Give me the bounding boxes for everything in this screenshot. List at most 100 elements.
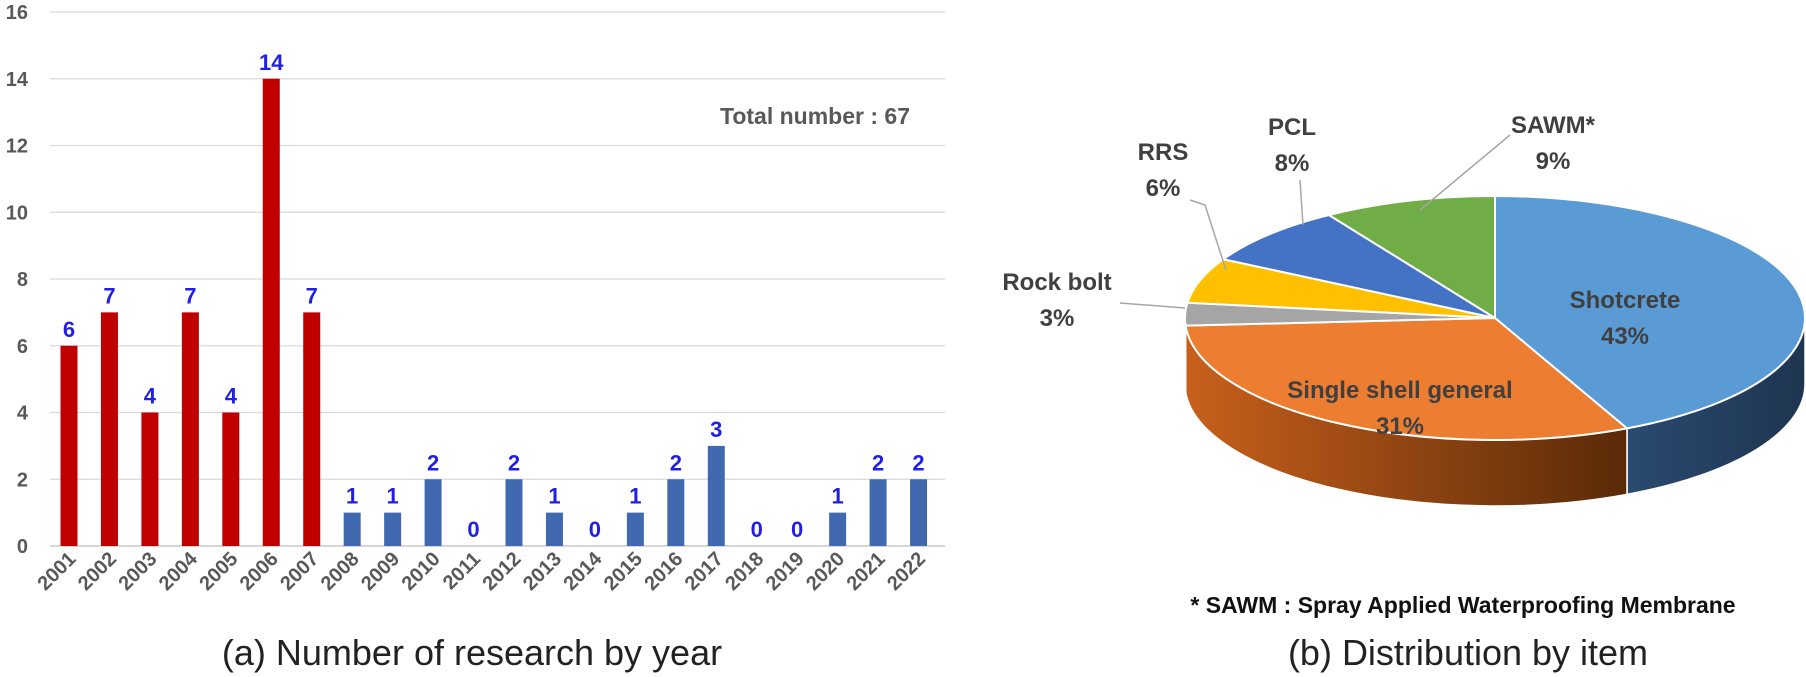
bar-2006 bbox=[262, 78, 280, 546]
x-tick-label: 2013 bbox=[519, 548, 566, 595]
y-tick-label: 0 bbox=[17, 536, 28, 558]
pie-chart-caption: (b) Distribution by item bbox=[1288, 632, 1648, 673]
pie-label-pcl: 8% bbox=[1275, 150, 1310, 177]
pie-slice-single-shell-general bbox=[1184, 316, 1630, 441]
y-tick-label: 10 bbox=[6, 202, 28, 224]
x-tick-label: 2019 bbox=[762, 548, 809, 595]
x-tick-label: 2011 bbox=[439, 548, 485, 594]
pie-label-rrs: RRS bbox=[1138, 139, 1189, 166]
leader-line bbox=[1299, 179, 1304, 226]
bar-2007 bbox=[303, 312, 321, 546]
bar-2004 bbox=[181, 312, 199, 546]
bar-value-label: 2 bbox=[508, 450, 520, 475]
bar-value-label: 0 bbox=[467, 517, 479, 542]
x-tick-label: 2015 bbox=[600, 548, 647, 595]
bar-2003 bbox=[141, 412, 159, 546]
bar-2001 bbox=[60, 345, 78, 546]
y-grid bbox=[50, 11, 945, 547]
bar-value-label: 1 bbox=[548, 484, 560, 509]
x-tick-label: 2012 bbox=[479, 548, 526, 595]
x-tick-label: 2004 bbox=[155, 547, 203, 595]
leader-line bbox=[1189, 199, 1227, 271]
pie-label-single-shell-general: 31% bbox=[1376, 413, 1424, 440]
bar-value-label: 4 bbox=[144, 384, 157, 409]
x-tick-label: 2006 bbox=[236, 548, 283, 595]
pie-labels: Shotcrete 43% Single shell general 31% Rock … bbox=[1002, 112, 1680, 440]
y-tick-label: 14 bbox=[6, 69, 29, 91]
y-tick-label: 2 bbox=[17, 469, 28, 491]
pie-label-sawm-: SAWM* bbox=[1511, 112, 1596, 139]
total-annotation: Total number : 67 bbox=[720, 103, 910, 129]
y-tick-label: 8 bbox=[17, 269, 28, 291]
bar-chart-caption: (a) Number of research by year bbox=[222, 632, 722, 673]
y-tick-label: 16 bbox=[6, 2, 28, 24]
x-tick-label: 2001 bbox=[34, 548, 81, 595]
bar-value-label: 2 bbox=[912, 450, 924, 475]
bar-2022 bbox=[910, 479, 928, 546]
pie-slice-sawm- bbox=[1326, 194, 1496, 320]
pie-label-sawm-: 9% bbox=[1536, 148, 1571, 175]
bar-2012 bbox=[505, 479, 523, 546]
bars bbox=[60, 78, 928, 546]
bar-value-label: 14 bbox=[259, 50, 284, 75]
bar-value-label: 1 bbox=[832, 484, 844, 509]
x-tick-label: 2016 bbox=[640, 548, 687, 595]
bar-2005 bbox=[222, 412, 240, 546]
pie-label-rock-bolt: 3% bbox=[1040, 305, 1075, 332]
bar-2013 bbox=[545, 512, 563, 546]
pie-leader-lines bbox=[1119, 134, 1511, 309]
pie-slice-shotcrete bbox=[1494, 194, 1806, 430]
x-tick-label: 2022 bbox=[883, 548, 930, 595]
x-tick-label: 2005 bbox=[195, 548, 242, 595]
x-tick-label: 2018 bbox=[721, 548, 768, 595]
bar-value-label: 7 bbox=[306, 283, 318, 308]
pie-label-pcl: PCL bbox=[1268, 114, 1316, 141]
bar-value-label: 7 bbox=[184, 283, 196, 308]
x-tick-label: 2017 bbox=[681, 548, 728, 595]
x-tick-label: 2008 bbox=[317, 548, 364, 595]
bar-value-label: 3 bbox=[710, 417, 722, 442]
pie-label-rock-bolt: Rock bolt bbox=[1002, 269, 1111, 296]
x-tick-label: 2002 bbox=[74, 548, 121, 595]
y-tick-label: 6 bbox=[17, 336, 28, 358]
x-tick-label: 2009 bbox=[357, 548, 404, 595]
bar-value-label: 1 bbox=[346, 484, 358, 509]
pie-label-single-shell-general: Single shell general bbox=[1287, 377, 1512, 404]
bar-2009 bbox=[384, 512, 402, 546]
x-tick-label: 2014 bbox=[559, 547, 607, 595]
pie-footnote: * SAWM : Spray Applied Waterproofing Mem… bbox=[1190, 592, 1735, 618]
y-axis-ticks: 0 2 4 6 8 10 12 14 16 bbox=[6, 2, 29, 558]
x-tick-label: 2010 bbox=[398, 548, 445, 595]
bar-value-label: 1 bbox=[387, 484, 399, 509]
bar-value-label: 4 bbox=[225, 384, 238, 409]
x-tick-label: 2003 bbox=[114, 548, 161, 595]
bar-data-labels: 6 7 4 7 4 14 7 1 1 2 0 2 1 0 1 2 3 0 0 1 2 2 bbox=[63, 50, 925, 542]
y-tick-label: 12 bbox=[6, 136, 28, 158]
pie-label-rrs: 6% bbox=[1146, 175, 1181, 202]
pie-label-shotcrete: Shotcrete bbox=[1570, 287, 1681, 314]
bar-value-label: 1 bbox=[629, 484, 641, 509]
bar-value-label: 0 bbox=[751, 517, 763, 542]
leader-line bbox=[1419, 134, 1511, 211]
bar-value-label: 6 bbox=[63, 317, 75, 342]
pie-label-shotcrete: 43% bbox=[1601, 323, 1649, 350]
pie-slices bbox=[1184, 194, 1806, 441]
bar-2015 bbox=[626, 512, 644, 546]
leader-line bbox=[1119, 302, 1186, 309]
bar-2020 bbox=[829, 512, 847, 546]
pie-slice-pcl bbox=[1220, 213, 1496, 319]
y-tick-label: 4 bbox=[17, 403, 29, 425]
bar-2017 bbox=[707, 445, 725, 546]
bar-2008 bbox=[343, 512, 361, 546]
bar-2002 bbox=[100, 312, 118, 546]
bar-value-label: 0 bbox=[589, 517, 601, 542]
bar-value-label: 2 bbox=[670, 450, 682, 475]
bar-value-label: 2 bbox=[872, 450, 884, 475]
pie-chart: Shotcrete 43% Single shell general 31% Rock … bbox=[1002, 112, 1806, 507]
bar-value-label: 7 bbox=[103, 283, 115, 308]
x-tick-label: 2020 bbox=[802, 548, 849, 595]
x-axis-ticks: 2001200220032004200520062007200820092010… bbox=[34, 547, 931, 595]
bar-2016 bbox=[667, 479, 685, 546]
